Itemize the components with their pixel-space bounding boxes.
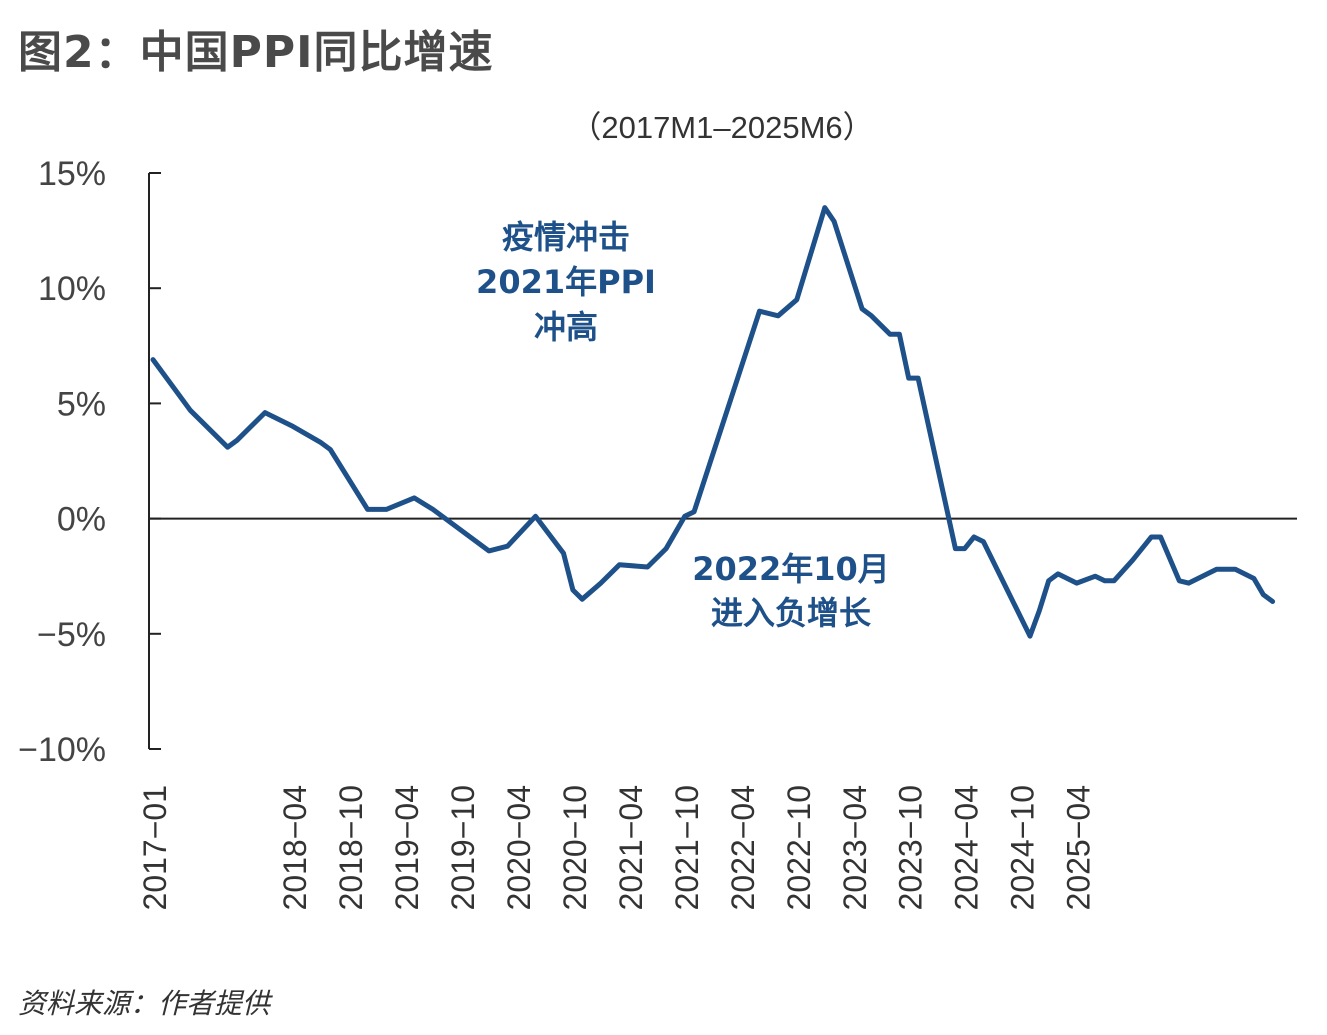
x-tick-label: 2022−04 xyxy=(725,785,761,910)
x-tick-label: 2018−04 xyxy=(277,785,313,910)
y-tick-label: 0% xyxy=(57,501,106,539)
figure-title: 图2：中国PPI同比增速 xyxy=(18,27,494,78)
y-tick-label: −5% xyxy=(37,616,106,654)
x-tick-label: 2021−04 xyxy=(613,785,649,910)
annotation-line: 2021年PPI xyxy=(476,263,656,301)
annotation-line: 疫情冲击 xyxy=(502,218,630,256)
x-tick-label: 2023−04 xyxy=(837,785,873,910)
y-tick-label: −10% xyxy=(18,731,106,769)
chart-subtitle: （2017M1–2025M6） xyxy=(570,110,873,145)
x-tick-label: 2018−10 xyxy=(333,785,369,910)
x-tick-label: 2022−10 xyxy=(781,785,817,910)
axes-group xyxy=(148,173,1297,749)
x-tick-label: 2025−04 xyxy=(1061,785,1097,910)
y-tick-label: 10% xyxy=(38,270,106,308)
x-tick-label: 2020−04 xyxy=(501,785,537,910)
x-tick-label: 2024−04 xyxy=(949,785,985,910)
x-ticks-group: 2017−01 2018−04 2018−10 2019−04 2019−10 2020−… xyxy=(137,785,1097,910)
x-tick-label: 2019−04 xyxy=(389,785,425,910)
source-note: 资料来源：作者提供 xyxy=(18,987,271,1020)
x-tick-label: 2024−10 xyxy=(1005,785,1041,910)
x-tick-label: 2019−10 xyxy=(445,785,481,910)
annotation-line: 进入负增长 xyxy=(711,594,871,632)
x-tick-label: 2021−10 xyxy=(669,785,705,910)
x-tick-label: 2023−10 xyxy=(893,785,929,910)
annotation-line: 冲高 xyxy=(534,308,598,346)
ppi-series-line xyxy=(150,205,1276,639)
annotation-line: 2022年10月 xyxy=(692,550,890,588)
y-tick-label: 15% xyxy=(38,155,106,193)
x-tick-label: 2017−01 xyxy=(137,785,173,910)
y-ticks-group: 15% 10% 5% 0% −5% −10% xyxy=(18,155,161,769)
x-tick-label: 2020−10 xyxy=(557,785,593,910)
y-tick-label: 5% xyxy=(57,385,106,423)
